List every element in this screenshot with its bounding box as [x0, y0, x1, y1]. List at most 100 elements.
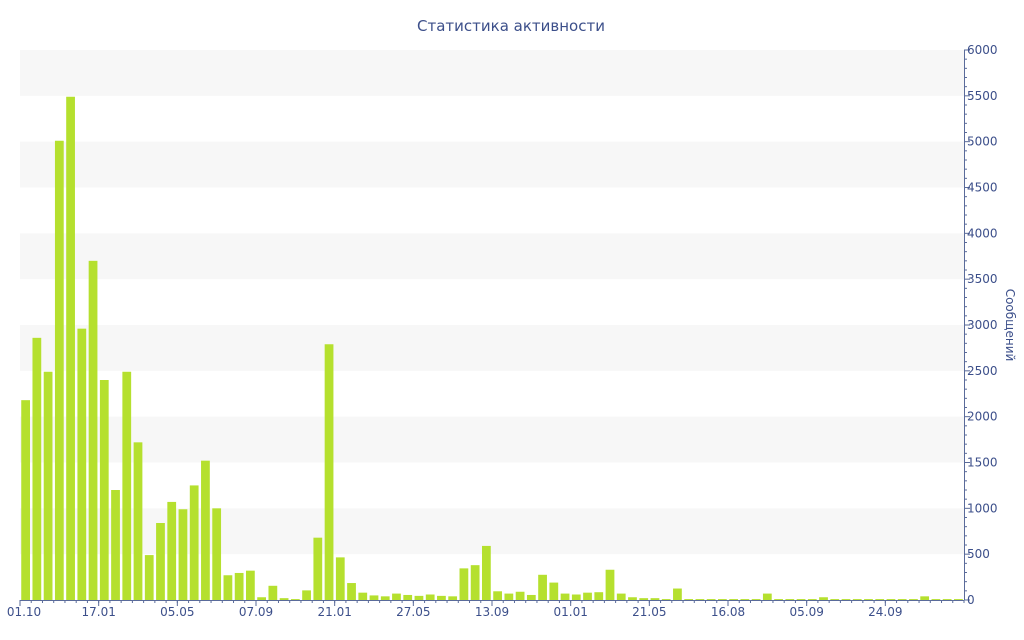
bar: [774, 599, 783, 600]
bar: [897, 599, 907, 600]
y-tick-label: 2000: [967, 410, 998, 424]
bar: [189, 485, 199, 600]
bar: [493, 591, 503, 600]
bar: [313, 537, 323, 600]
bar: [178, 509, 188, 600]
bar: [942, 599, 952, 600]
bar: [54, 140, 64, 600]
bar: [864, 599, 873, 600]
bar: [470, 565, 480, 600]
bar: [526, 594, 536, 600]
bar: [796, 599, 806, 600]
x-tick-label: 21.01: [317, 605, 351, 619]
bar: [481, 545, 491, 600]
bar: [358, 592, 368, 600]
bar: [583, 592, 592, 600]
bar: [392, 593, 401, 600]
x-tick-label: 27.05: [396, 605, 430, 619]
bar: [133, 442, 143, 600]
bar: [841, 599, 851, 600]
bar: [414, 595, 424, 600]
bar: [245, 570, 255, 600]
bar: [369, 595, 379, 600]
bar: [32, 337, 42, 600]
bar: [684, 599, 694, 600]
bar: [673, 588, 682, 600]
bar: [605, 569, 615, 600]
x-axis-ticks: 01.10 17.01 05.05 07.09 21.01 27.05 13.09 01.01…: [7, 600, 965, 619]
bar: [212, 508, 222, 600]
bar: [717, 599, 727, 600]
x-tick-label: 17.01: [81, 605, 115, 619]
bar: [661, 599, 671, 600]
bar: [156, 523, 165, 600]
bar: [99, 380, 109, 600]
y-tick-label: 3000: [967, 318, 998, 332]
x-tick-label: 16.08: [711, 605, 745, 619]
grid-band: [20, 141, 964, 188]
chart-title: Статистика активности: [417, 17, 605, 35]
bar: [538, 574, 547, 600]
bar: [403, 594, 413, 600]
bar: [785, 599, 795, 600]
y-tick-label: 1500: [967, 456, 998, 470]
x-tick-label: 13.09: [475, 605, 509, 619]
bar: [560, 593, 570, 600]
y-tick-label: 2500: [967, 364, 998, 378]
bar: [201, 460, 210, 600]
bar: [459, 568, 469, 600]
bar: [21, 400, 31, 600]
bar: [279, 598, 289, 600]
grid-band: [20, 50, 964, 96]
bar: [628, 597, 637, 600]
x-tick-label: 01.01: [553, 605, 587, 619]
y-tick-label: 4000: [967, 226, 998, 240]
y-axis-title: Сообщений: [1003, 289, 1017, 362]
y-tick-label: 0: [967, 593, 975, 607]
x-tick-label: 05.09: [789, 605, 823, 619]
bar: [111, 490, 120, 600]
y-tick-label: 5000: [967, 135, 998, 149]
bar: [549, 582, 559, 600]
y-tick-label: 4500: [967, 181, 998, 195]
bars: [21, 96, 963, 600]
y-tick-label: 1000: [967, 501, 998, 515]
bar: [909, 599, 918, 600]
bar: [324, 344, 334, 600]
y-axis-ticks: 0 500 1000 1500 2000 2500 3000 3500 4000 4500 5000…: [964, 43, 998, 607]
bar: [920, 596, 930, 600]
bar: [425, 594, 435, 600]
bar: [594, 592, 604, 600]
bar: [886, 599, 896, 600]
bar: [302, 590, 311, 600]
bar: [706, 599, 716, 600]
y-tick-label: 500: [967, 547, 990, 561]
y-tick-label: 5500: [967, 89, 998, 103]
bar: [504, 593, 514, 600]
bar: [437, 595, 446, 600]
bar: [650, 598, 660, 600]
bar: [144, 555, 154, 600]
bar: [88, 260, 98, 600]
x-tick-label: 05.05: [160, 605, 194, 619]
bar: [740, 599, 750, 600]
bar: [257, 597, 267, 600]
y-tick-label: 6000: [967, 43, 998, 57]
x-tick-label: 01.10: [7, 605, 41, 619]
bar: [167, 501, 177, 600]
bar: [515, 591, 525, 600]
grid-bands: [20, 50, 964, 555]
grid-band: [20, 233, 964, 280]
bar: [268, 585, 278, 600]
x-tick-label: 24.09: [868, 605, 902, 619]
bar: [852, 599, 862, 600]
grid-band: [20, 325, 964, 371]
bar: [223, 575, 233, 600]
bar: [43, 371, 53, 600]
bar: [335, 557, 345, 600]
bar: [695, 599, 705, 600]
x-tick-label: 07.09: [239, 605, 273, 619]
bar: [380, 596, 390, 600]
